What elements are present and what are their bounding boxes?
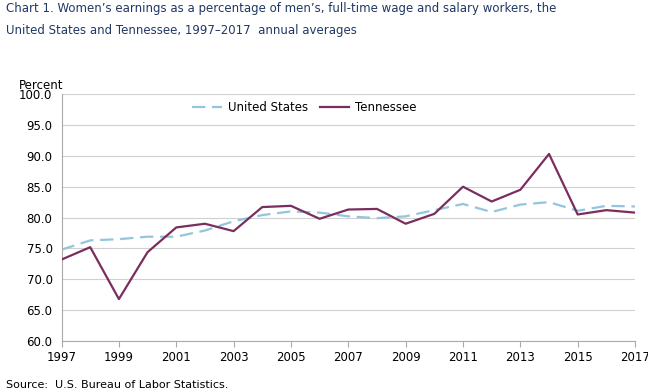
Tennessee [58,257,65,262]
United States [86,238,94,243]
United States [287,209,295,214]
Legend: United States, Tennessee: United States, Tennessee [188,96,421,119]
United States [172,234,180,239]
Tennessee [631,210,639,215]
Tennessee [373,207,381,211]
Tennessee [402,221,410,226]
Text: Percent: Percent [19,79,63,92]
Tennessee [430,212,438,216]
United States [516,202,524,207]
United States [402,214,410,219]
Tennessee [344,207,352,212]
United States [259,213,266,218]
United States [573,209,581,213]
United States [316,210,323,215]
Tennessee [229,229,237,234]
Line: Tennessee: Tennessee [62,154,635,299]
Tennessee [115,297,122,301]
United States [545,200,553,205]
Tennessee [144,250,152,254]
Text: Chart 1. Women’s earnings as a percentage of men’s, full-time wage and salary wo: Chart 1. Women’s earnings as a percentag… [6,2,557,15]
Tennessee [287,203,295,208]
Tennessee [545,152,553,156]
United States [603,203,610,208]
Tennessee [573,212,581,217]
United States [459,201,467,206]
United States [430,208,438,212]
United States [58,247,65,252]
United States [631,204,639,209]
Tennessee [459,184,467,189]
United States [229,219,237,223]
United States [373,216,381,221]
Tennessee [316,216,323,221]
Tennessee [201,221,209,226]
Text: United States and Tennessee, 1997–2017  annual averages: United States and Tennessee, 1997–2017 a… [6,24,357,36]
Tennessee [603,208,610,212]
United States [201,228,209,233]
Tennessee [259,205,266,209]
Line: United States: United States [62,202,635,250]
Tennessee [86,245,94,250]
Text: Source:  U.S. Bureau of Labor Statistics.: Source: U.S. Bureau of Labor Statistics. [6,380,229,390]
Tennessee [488,199,496,204]
United States [488,210,496,214]
Tennessee [516,187,524,192]
Tennessee [172,225,180,230]
United States [144,234,152,239]
United States [115,237,122,241]
United States [344,214,352,219]
